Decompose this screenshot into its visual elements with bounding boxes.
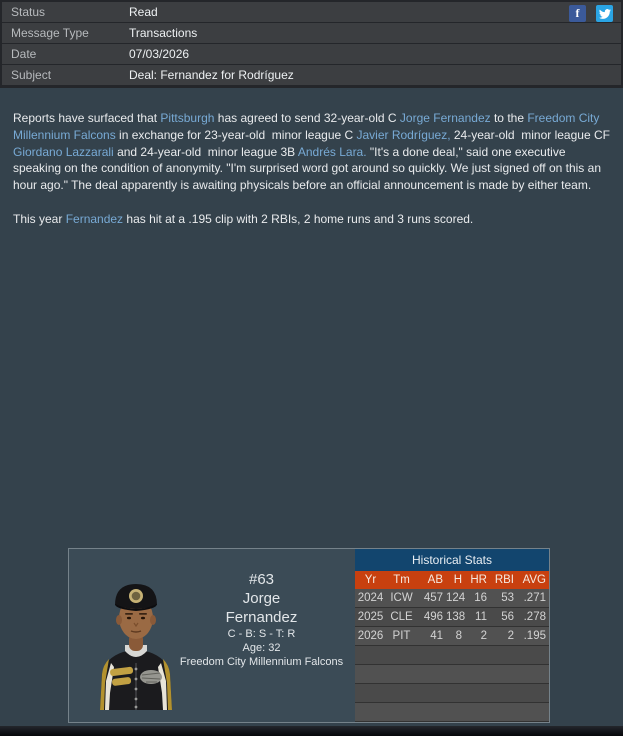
player-card: #63 Jorge Fernandez C - B: S - T: R Age:… — [68, 548, 550, 723]
text-segment: "It's a done deal," said one executive s… — [13, 144, 605, 193]
stats-title: Historical Stats — [355, 549, 549, 571]
player-last-name: Fernandez — [225, 609, 298, 626]
stats-cell: 53 — [501, 592, 514, 604]
stats-cell: 11 — [475, 611, 487, 623]
player-first-name: Jorge — [242, 590, 281, 607]
stats-row-empty — [355, 684, 549, 703]
header-row-message-type: Message Type Transactions — [2, 23, 621, 43]
stats-cell: 2026 — [357, 630, 384, 642]
historical-stats-panel: Historical Stats Yr Tm AB H HR RBI AVG 2024 ICW… — [355, 549, 549, 722]
stats-row-empty — [355, 646, 549, 665]
stats-row: 2025 CLE 496 138 11 56 .278 — [355, 608, 549, 627]
inline-link[interactable]: Andrés Lara. — [297, 144, 367, 159]
stats-cell: 496 — [423, 611, 443, 623]
stats-row: 2026 PIT 41 8 2 2 .195 — [355, 627, 549, 646]
status-value: Read — [129, 5, 158, 19]
stats-cell: 2025 — [357, 611, 384, 623]
stats-cell: PIT — [392, 630, 411, 642]
twitter-icon[interactable] — [596, 5, 613, 22]
stats-row-empty — [355, 665, 549, 684]
stats-cell: 2 — [480, 630, 487, 642]
inline-link[interactable]: Javier Rodríguez, — [356, 127, 451, 142]
stats-cell: 2 — [507, 630, 514, 642]
message-type-label: Message Type — [11, 26, 89, 40]
stats-col-header: Yr — [364, 574, 377, 586]
stats-column-headers: Yr Tm AB H HR RBI AVG — [355, 571, 549, 589]
stats-col-header: Tm — [393, 574, 410, 586]
inline-link[interactable]: Giordano Lazzarali — [13, 144, 114, 159]
stats-row-empty — [355, 703, 549, 722]
player-position-bats-throws: C - B: S - T: R — [227, 628, 296, 640]
paragraph-trade-report: Reports have surfaced that Pittsburgh ha… — [13, 110, 610, 194]
message-header: Status Read Message Type Transactions Da… — [0, 0, 623, 88]
stats-cell: CLE — [390, 611, 413, 623]
subject-value: Deal: Fernandez for Rodríguez — [129, 68, 294, 82]
text-segment: 24-year-old minor league CF — [450, 127, 614, 142]
stats-cell: 124 — [446, 592, 465, 604]
text-segment: Reports have surfaced that — [13, 111, 161, 125]
stats-col-header: AB — [427, 574, 443, 586]
inline-link[interactable]: Freedom City Millennium Falcons — [13, 111, 603, 142]
header-row-status: Status Read — [2, 2, 621, 22]
text-segment: has hit at a .195 clip with 2 RBIs, 2 ho… — [123, 211, 474, 226]
stats-col-header: HR — [470, 574, 487, 586]
message-body: Reports have surfaced that Pittsburgh ha… — [0, 88, 623, 228]
text-segment: and 24-year-old minor league 3B — [113, 144, 298, 159]
player-age: Age: 32 — [242, 642, 281, 654]
stats-col-header: H — [453, 574, 462, 586]
stats-cell: .195 — [523, 630, 546, 642]
player-team: Freedom City Millennium Falcons — [179, 656, 344, 668]
stats-cell: 2024 — [357, 592, 384, 604]
stats-row: 2024 ICW 457 124 16 53 .271 — [355, 589, 549, 608]
stats-cell: 56 — [501, 611, 514, 623]
stats-cell: 16 — [474, 592, 487, 604]
stats-col-header: RBI — [494, 574, 514, 586]
inline-link[interactable]: Pittsburgh — [160, 111, 215, 125]
stats-cell: 41 — [430, 630, 443, 642]
subject-label: Subject — [11, 68, 52, 82]
paragraph-season-line: This year Fernandez has hit at a .195 cl… — [13, 211, 610, 228]
stats-cell: .271 — [523, 592, 546, 604]
facebook-icon[interactable]: f — [569, 5, 586, 22]
status-label: Status — [11, 5, 46, 19]
player-portrait-image — [100, 584, 172, 710]
player-info: #63 Jorge Fernandez C - B: S - T: R Age:… — [154, 570, 369, 669]
player-portrait — [90, 573, 182, 710]
date-label: Date — [11, 47, 37, 61]
player-number: #63 — [248, 571, 275, 588]
text-segment: in exchange for 23-year-old minor league… — [115, 127, 357, 142]
text-segment: has agreed to send 32-year-old C — [214, 111, 400, 125]
message-type-value: Transactions — [129, 26, 198, 40]
stats-cell: .278 — [523, 611, 546, 623]
header-row-subject: Subject Deal: Fernandez for Rodríguez — [2, 65, 621, 85]
date-value: 07/03/2026 — [129, 47, 190, 61]
stats-col-header: AVG — [522, 574, 546, 586]
text-segment: This year — [13, 211, 66, 226]
stats-cell: ICW — [390, 592, 413, 604]
stats-cell: 8 — [455, 630, 462, 642]
stats-cell: 138 — [446, 611, 465, 623]
inline-link[interactable]: Fernandez — [65, 211, 124, 226]
social-share-buttons: f — [569, 5, 613, 22]
inline-link[interactable]: Jorge Fernandez — [399, 111, 491, 125]
text-segment: to the — [490, 111, 528, 125]
stats-rows: 2024 ICW 457 124 16 53 .271 2025 CLE 496 138 11 56 .2… — [355, 589, 549, 722]
stats-cell: 457 — [423, 592, 443, 604]
window-bottom-edge — [0, 726, 623, 736]
header-row-date: Date 07/03/2026 — [2, 44, 621, 64]
